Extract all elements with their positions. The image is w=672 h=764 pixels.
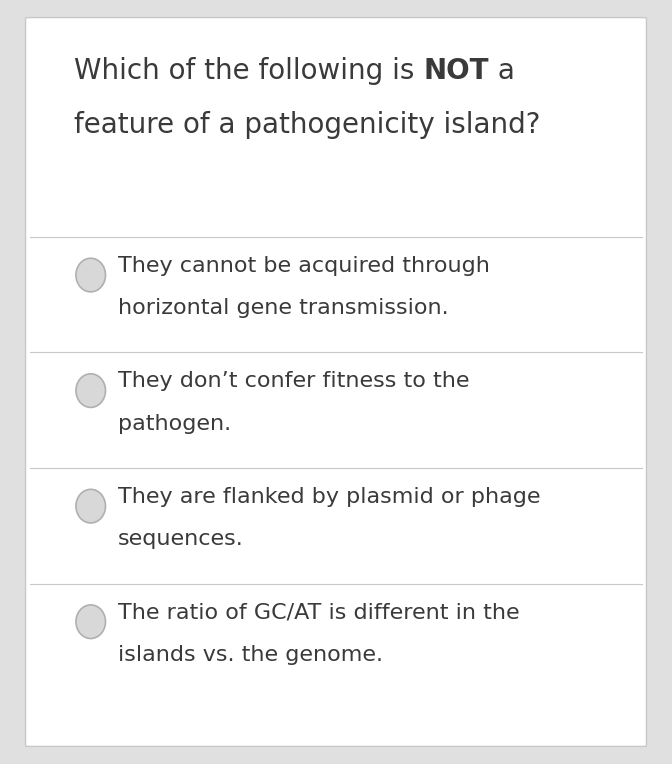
FancyBboxPatch shape bbox=[26, 18, 646, 746]
Text: pathogen.: pathogen. bbox=[118, 413, 230, 433]
Circle shape bbox=[76, 490, 106, 523]
Text: The ratio of GC/AT is different in the: The ratio of GC/AT is different in the bbox=[118, 603, 519, 623]
Circle shape bbox=[76, 374, 106, 407]
Text: NOT: NOT bbox=[423, 57, 489, 86]
Text: sequences.: sequences. bbox=[118, 529, 243, 549]
Text: Which of the following is: Which of the following is bbox=[74, 57, 423, 86]
Text: They are flanked by plasmid or phage: They are flanked by plasmid or phage bbox=[118, 487, 540, 507]
Text: feature of a pathogenicity island?: feature of a pathogenicity island? bbox=[74, 111, 540, 139]
Circle shape bbox=[76, 605, 106, 639]
Text: a: a bbox=[489, 57, 515, 86]
Text: islands vs. the genome.: islands vs. the genome. bbox=[118, 645, 382, 665]
Text: They don’t confer fitness to the: They don’t confer fitness to the bbox=[118, 371, 469, 391]
Text: They cannot be acquired through: They cannot be acquired through bbox=[118, 256, 489, 276]
Text: horizontal gene transmission.: horizontal gene transmission. bbox=[118, 298, 448, 318]
Circle shape bbox=[76, 258, 106, 292]
